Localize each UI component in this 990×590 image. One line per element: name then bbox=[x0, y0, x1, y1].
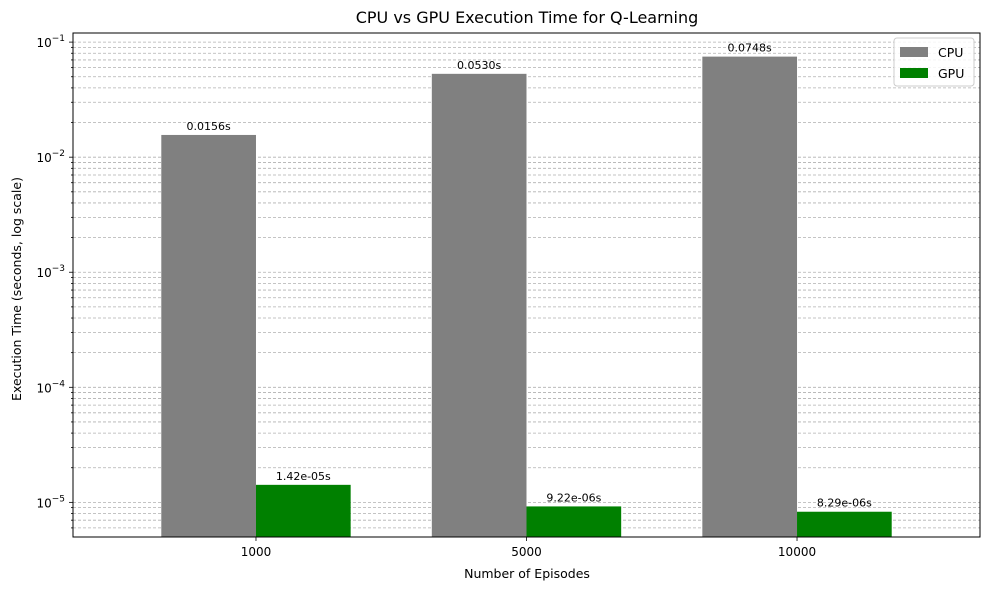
bars bbox=[161, 56, 892, 538]
data-label-gpu-1000: 1.42e-05s bbox=[276, 470, 331, 483]
chart-title: CPU vs GPU Execution Time for Q-Learning bbox=[356, 8, 699, 27]
x-tick-label-1000: 1000 bbox=[241, 545, 272, 559]
bar-gpu-5000 bbox=[526, 506, 622, 537]
x-tick-label-10000: 10000 bbox=[778, 545, 816, 559]
legend-label-cpu: CPU bbox=[938, 45, 963, 60]
y-tick-label: 10−2 bbox=[36, 149, 65, 165]
data-label-cpu-1000: 0.0156s bbox=[187, 120, 231, 133]
x-axis-label: Number of Episodes bbox=[464, 566, 590, 581]
x-axis: 1000 5000 10000 bbox=[241, 537, 816, 559]
data-label-cpu-10000: 0.0748s bbox=[728, 42, 772, 55]
legend-swatch-cpu bbox=[900, 47, 928, 57]
y-tick-label: 10−3 bbox=[36, 264, 65, 280]
bar-cpu-1000 bbox=[161, 134, 256, 538]
y-axis-label: Execution Time (seconds, log scale) bbox=[9, 177, 24, 401]
bar-cpu-10000 bbox=[702, 56, 798, 537]
data-label-cpu-5000: 0.0530s bbox=[457, 59, 501, 72]
legend-swatch-gpu bbox=[900, 68, 928, 78]
x-tick-label-5000: 5000 bbox=[511, 545, 542, 559]
y-axis: 10−5 10−4 10−3 10−2 10−1 bbox=[36, 34, 73, 529]
data-labels: 0.0156s 0.0530s 0.0748s 1.42e-05s 9.22e-06s 8… bbox=[187, 42, 873, 510]
bar-cpu-5000 bbox=[431, 73, 527, 537]
data-label-gpu-10000: 8.29e-06s bbox=[817, 497, 872, 510]
y-tick-label: 10−5 bbox=[36, 494, 65, 510]
bar-gpu-1000 bbox=[255, 484, 351, 537]
legend-label-gpu: GPU bbox=[938, 66, 964, 81]
legend: CPU GPU bbox=[893, 37, 975, 87]
y-tick-label: 10−1 bbox=[36, 34, 65, 50]
y-tick-label: 10−4 bbox=[36, 379, 65, 395]
data-label-gpu-5000: 9.22e-06s bbox=[546, 491, 601, 504]
bar-gpu-10000 bbox=[797, 511, 892, 537]
